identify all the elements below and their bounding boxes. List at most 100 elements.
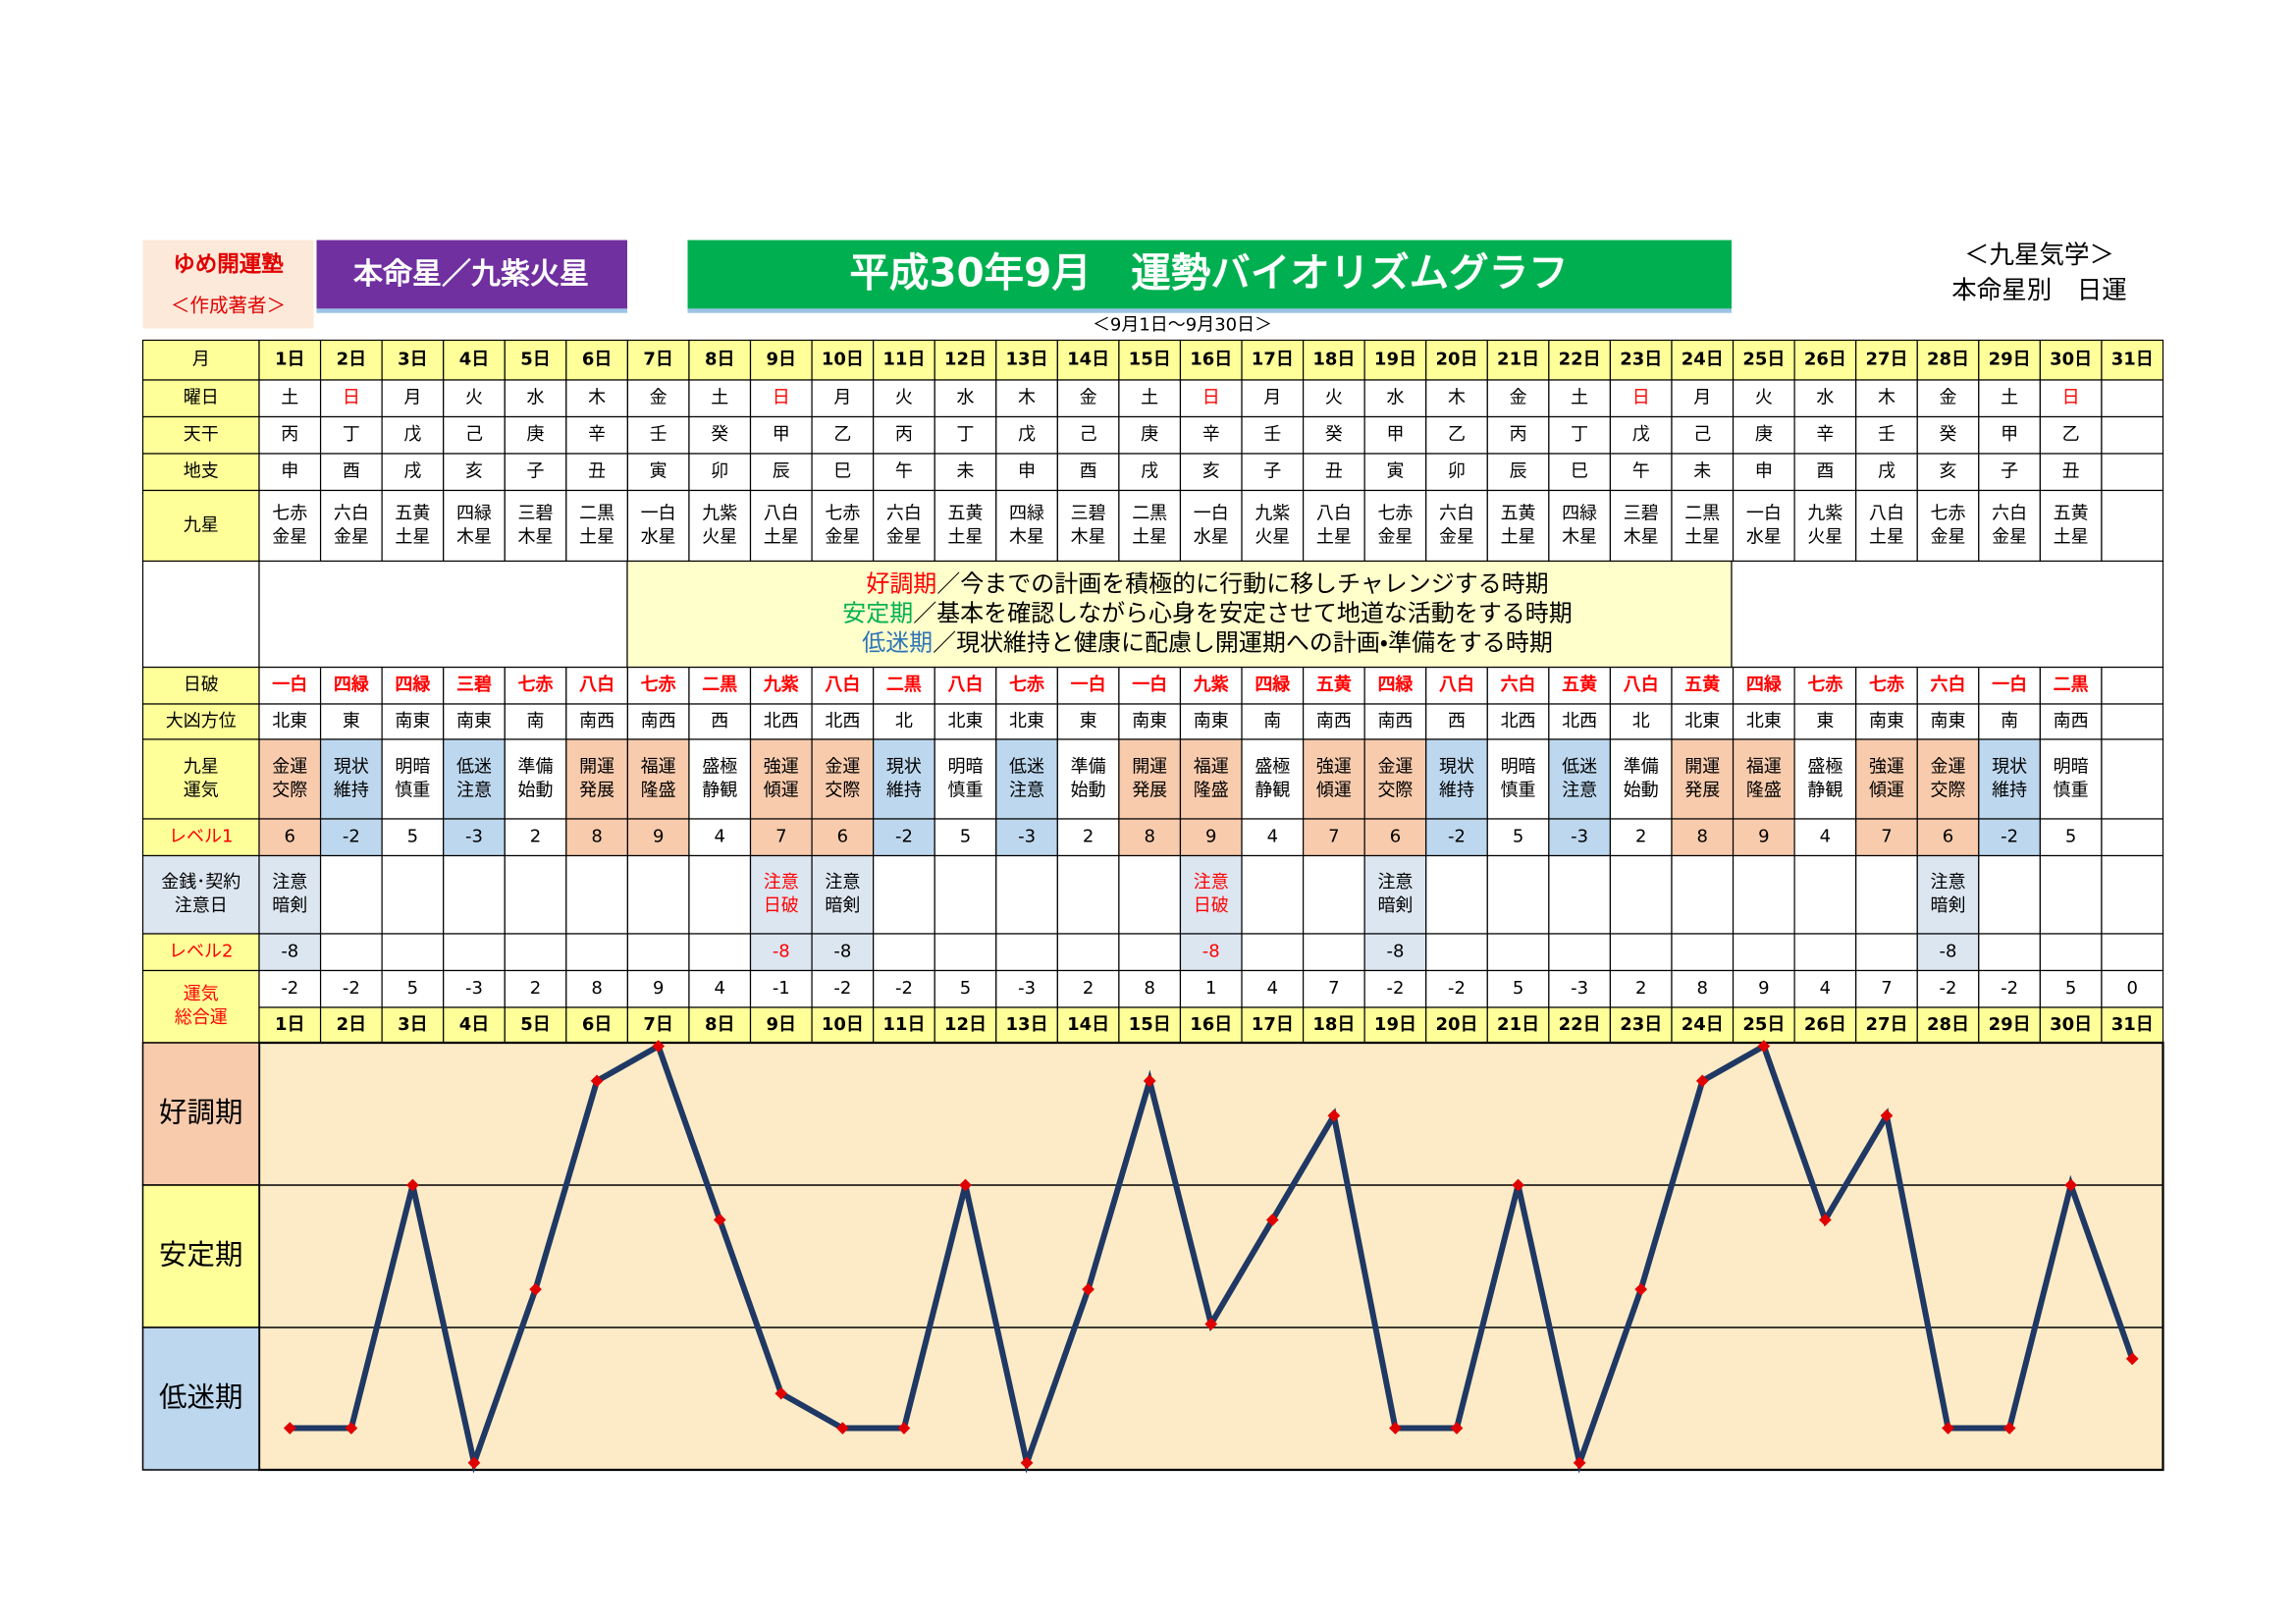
cell-text: 七赤 [641,675,676,695]
cell-text: 北西 [1501,711,1536,731]
cell-text: 酉 [343,461,360,482]
cell-text: 亥 [1202,461,1220,482]
cell [1609,339,1673,381]
point [2125,1352,2139,1366]
cell-text: 3日 [398,1014,428,1035]
cell [258,339,322,381]
cell-text: -3 [1571,978,1588,999]
cell [381,854,445,935]
cell-text: 東 [343,711,360,731]
cell-text: 8 [1697,978,1708,999]
cell-text: 準備 [1624,756,1659,777]
cell-text: 一白 [1194,503,1229,523]
cell-text: 13日 [1006,1014,1048,1035]
cell-text: 南東 [1931,711,1966,731]
cell-text: 八白 [764,503,799,523]
cell-text: 19日 [1374,1014,1416,1035]
cell [1425,703,1488,740]
cell-text: 水星 [1746,526,1782,547]
title: 平成30年9月 運勢バイオリズムグラフ [849,248,1568,296]
cell-text: 辰 [1510,461,1527,482]
row-label: 月 [192,350,210,370]
cell [1732,379,1795,418]
cell [443,666,506,705]
cell-text: 申 [1755,461,1773,482]
cell [319,703,383,740]
cell [1916,489,1980,563]
cell-text: 六白 [1931,674,1966,695]
cell [2101,818,2164,857]
cell [1302,818,1365,857]
cell [1916,339,1980,381]
cell-text: 午 [1632,461,1650,482]
cell-text: 5 [1513,827,1523,847]
cell-text: -3 [1018,978,1036,999]
cell-text: 6 [837,827,848,847]
cell [1118,703,1182,740]
point [1942,1422,1954,1435]
cell-text: 低迷 [456,756,492,777]
cell-text: 現状 [1439,756,1474,777]
cell-text: 6 [1390,827,1401,847]
cell [1671,666,1735,705]
cell-text: 3日 [398,350,428,370]
school: ゆめ開運塾 [173,250,284,277]
cell-text: 慎重 [2054,780,2089,800]
cell [1425,379,1488,418]
row-label-cell [141,379,260,418]
cell [1486,1006,1550,1044]
cell-text: 庚 [1755,424,1773,445]
band-label: 安定期 [159,1238,242,1271]
cell-text: 南 [527,711,545,731]
cell [1363,379,1427,418]
cell [1855,969,1918,1008]
cell [873,666,935,705]
cell-text: 甲 [773,424,790,445]
point [2064,1178,2078,1192]
cell-text: 26日 [1804,350,1846,370]
cell-text: 20日 [1436,1014,1478,1035]
cell-text: 5 [960,827,971,847]
cell-text: 8 [1144,978,1154,999]
cell-text: 南西 [641,711,676,731]
cell-text: 5 [407,827,418,847]
cell [1978,933,2041,972]
cell [1609,453,1673,492]
cell [1118,339,1182,381]
cell [688,666,752,705]
cell [1609,818,1673,857]
cell [2101,1006,2164,1044]
point [1265,1213,1279,1226]
cell [1609,1006,1673,1044]
cell-text: 二黒 [702,675,737,695]
cell [2039,379,2103,418]
cell [995,854,1058,935]
cell-text: 7 [775,827,786,847]
cell-text: 北東 [1009,711,1044,731]
cell-text: 発展 [579,780,614,800]
cell [2101,738,2164,820]
cell-text: 四緑 [1562,503,1597,523]
cell [1548,933,1612,972]
cell-text: 北東 [948,711,984,731]
cell-text: 日 [1632,388,1650,408]
cell [1855,818,1918,857]
cell-text: 16日 [1190,350,1232,370]
cell-text: 二黒 [886,675,922,695]
cell-text: 金星 [272,526,307,547]
cell-text: 8 [591,827,602,847]
cell-text: -2 [2001,827,2018,847]
cell [688,703,752,740]
cell [565,818,628,857]
cell-text: 維持 [1439,780,1474,800]
cell-text: 交際 [272,780,307,800]
cell-text: 甲 [1386,424,1404,445]
cell [1671,489,1735,563]
cell-text: 南東 [456,711,492,731]
author: ＜作成著者＞ [171,294,286,316]
cell-text: 己 [1693,424,1711,445]
cell [1425,339,1488,381]
cell [1363,1006,1427,1044]
cell-text: 己 [1080,424,1097,445]
